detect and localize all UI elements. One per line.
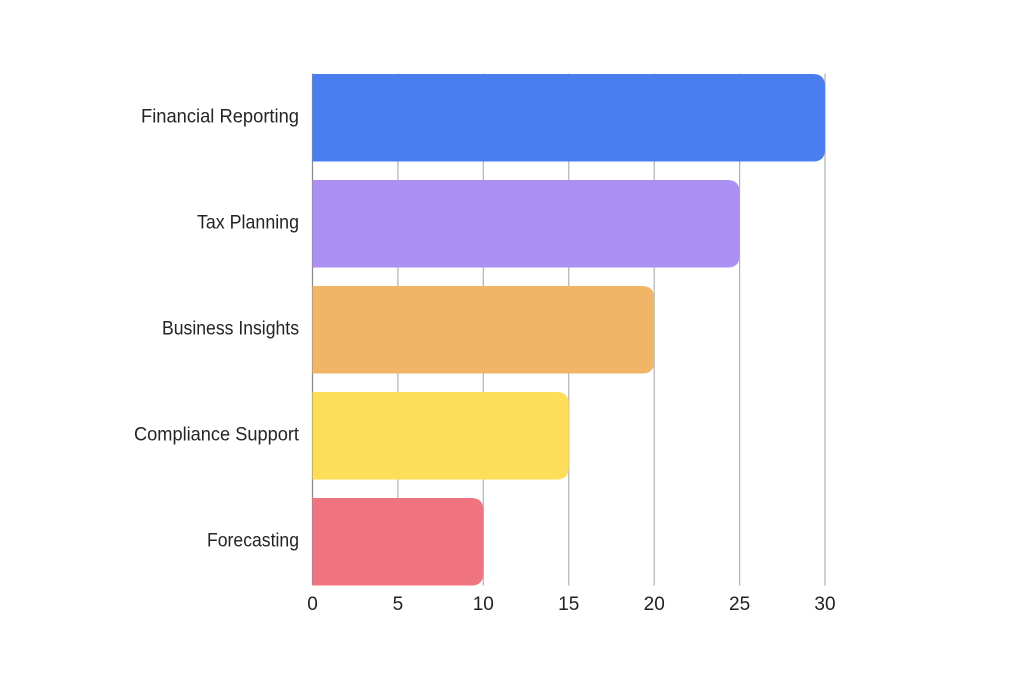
svg-text:25: 25 xyxy=(729,594,750,615)
svg-text:10: 10 xyxy=(473,594,494,615)
svg-text:Business Insights: Business Insights xyxy=(162,318,299,340)
svg-text:30: 30 xyxy=(814,594,835,615)
svg-text:Financial Reporting: Financial Reporting xyxy=(141,106,299,128)
svg-text:Tax Planning: Tax Planning xyxy=(197,212,299,234)
svg-text:15: 15 xyxy=(558,594,579,615)
svg-text:0: 0 xyxy=(307,594,318,615)
svg-text:5: 5 xyxy=(393,594,404,615)
svg-text:Compliance Support: Compliance Support xyxy=(134,424,300,446)
svg-text:20: 20 xyxy=(644,594,665,615)
svg-text:Forecasting: Forecasting xyxy=(207,530,299,552)
